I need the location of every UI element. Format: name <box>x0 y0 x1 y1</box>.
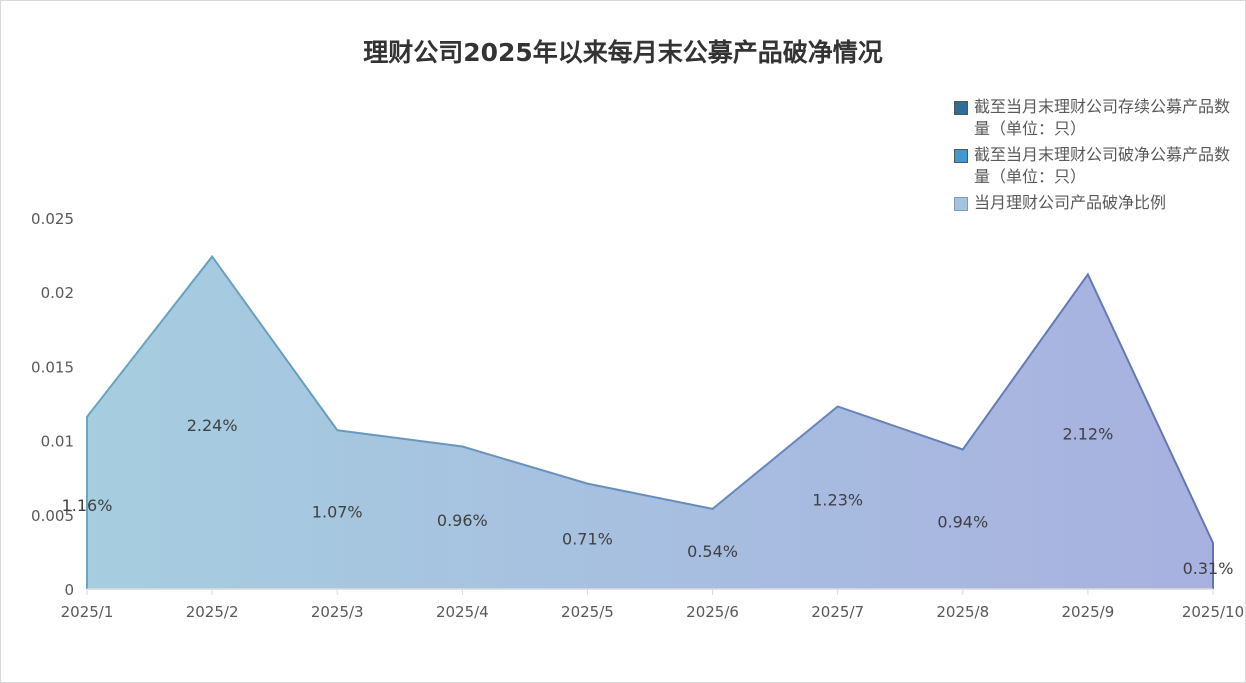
data-label: 1.16% <box>62 496 113 515</box>
x-tick-label: 2025/7 <box>811 603 864 621</box>
legend-label-broken: 截至当月末理财公司破净公募产品数量（单位：只） <box>974 145 1231 186</box>
legend-swatch-ratio <box>954 197 968 211</box>
data-label: 0.71% <box>562 529 613 548</box>
chart-title: 理财公司2025年以来每月末公募产品破净情况 <box>363 38 883 67</box>
legend-item-ratio: 当月理财公司产品破净比例 <box>954 192 1234 214</box>
legend-label-total: 截至当月末理财公司存续公募产品数量（单位：只） <box>974 97 1231 138</box>
y-tick-label: 0.015 <box>31 358 74 376</box>
legend-swatch-total <box>954 101 968 115</box>
data-label: 0.31% <box>1183 559 1234 578</box>
x-tick-label: 2025/5 <box>561 603 614 621</box>
data-label: 2.24% <box>187 416 238 435</box>
y-tick-label: 0.01 <box>41 433 74 451</box>
x-tick-label: 2025/4 <box>436 603 489 621</box>
legend-item-total: 截至当月末理财公司存续公募产品数量（单位：只） <box>954 96 1234 140</box>
legend-label-ratio: 当月理财公司产品破净比例 <box>974 193 1167 212</box>
y-tick-label: 0.025 <box>31 210 74 228</box>
y-tick-label: 0.005 <box>31 507 74 525</box>
x-tick-label: 2025/8 <box>936 603 989 621</box>
legend: 截至当月末理财公司存续公募产品数量（单位：只） 截至当月末理财公司破净公募产品数… <box>954 96 1234 218</box>
y-tick-label: 0 <box>64 581 74 599</box>
legend-item-broken: 截至当月末理财公司破净公募产品数量（单位：只） <box>954 144 1234 188</box>
data-label: 0.96% <box>437 511 488 530</box>
y-tick-label: 0.02 <box>41 284 74 302</box>
legend-swatch-broken <box>954 149 968 163</box>
data-label: 1.07% <box>312 503 363 522</box>
data-label: 0.94% <box>937 512 988 531</box>
ratio-area-line <box>86 254 1214 589</box>
x-tick-label: 2025/3 <box>311 603 364 621</box>
x-tick-label: 2025/10 <box>1182 603 1244 621</box>
data-label: 2.12% <box>1062 425 1113 444</box>
x-tick-label: 2025/6 <box>686 603 739 621</box>
ratio-area-fill <box>87 256 1213 589</box>
data-label: 0.54% <box>687 542 738 561</box>
x-tick-label: 2025/9 <box>1061 603 1114 621</box>
x-tick-label: 2025/2 <box>186 603 239 621</box>
x-tick-label: 2025/1 <box>61 603 114 621</box>
data-label: 1.23% <box>812 491 863 510</box>
